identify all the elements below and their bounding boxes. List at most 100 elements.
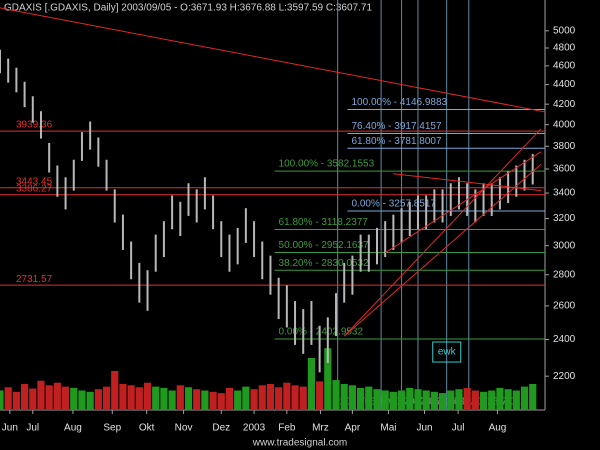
volume-bar bbox=[414, 389, 422, 410]
volume-bar bbox=[86, 391, 94, 410]
volume-bar bbox=[332, 380, 340, 410]
volume-bar bbox=[258, 385, 266, 410]
y-tick-label: 3600 bbox=[553, 164, 576, 175]
volume-bar bbox=[20, 384, 29, 410]
volume-bar bbox=[422, 390, 430, 410]
volume-bar bbox=[70, 387, 78, 410]
volume-bar bbox=[111, 371, 119, 410]
volume-bar bbox=[283, 382, 291, 410]
x-tick-label: Jun bbox=[416, 423, 432, 434]
level-label: 2731.57 bbox=[16, 274, 53, 285]
volume-bar bbox=[348, 385, 357, 410]
y-tick-label: 3400 bbox=[553, 188, 576, 199]
y-tick-label: 2400 bbox=[553, 334, 576, 345]
volume-bar bbox=[152, 386, 160, 410]
volume-bar bbox=[488, 390, 496, 410]
level-label: 3939.36 bbox=[16, 120, 53, 131]
x-tick-label: Dez bbox=[212, 423, 230, 434]
volume-bar bbox=[324, 348, 332, 410]
x-tick-label: Jul bbox=[452, 423, 465, 434]
level-label: 3443.45 bbox=[16, 176, 53, 187]
y-tick-label: 3800 bbox=[553, 141, 576, 152]
volume-bar bbox=[447, 390, 455, 410]
volume-bar bbox=[119, 384, 127, 410]
volume-bar bbox=[94, 389, 102, 410]
volume-bar bbox=[127, 385, 135, 410]
volume-bar bbox=[307, 358, 316, 410]
x-tick-label: 2003 bbox=[243, 423, 266, 434]
fib-label: 61.80% - 3781.8007 bbox=[351, 136, 442, 147]
fib-label: 76.40% - 3917.4157 bbox=[351, 121, 442, 132]
volume-bar bbox=[143, 382, 152, 410]
trend-line bbox=[0, 7, 546, 113]
x-tick-label: Feb bbox=[278, 423, 296, 434]
volume-bar bbox=[225, 387, 234, 410]
annotation-text: ewk bbox=[438, 347, 457, 358]
volume-bar bbox=[0, 390, 4, 410]
trend-line bbox=[393, 173, 541, 192]
volume-bar bbox=[234, 390, 242, 410]
volume-bar bbox=[160, 387, 168, 410]
volume-bar bbox=[61, 386, 70, 410]
x-tick-label: Aug bbox=[489, 423, 507, 434]
fib-label: 0.00% - 3257.8517 bbox=[351, 199, 436, 210]
volume-bar bbox=[242, 386, 250, 410]
volume-bar bbox=[520, 386, 529, 410]
volume-bar bbox=[430, 391, 438, 410]
volume-bar bbox=[299, 386, 307, 410]
volume-bar bbox=[250, 389, 258, 410]
volume-bar bbox=[266, 384, 275, 410]
volume-bar bbox=[168, 390, 176, 410]
volume-bar bbox=[37, 380, 45, 410]
y-tick-label: 2200 bbox=[553, 371, 576, 382]
volume-bar bbox=[201, 390, 209, 410]
volume-bar bbox=[275, 387, 283, 410]
fib-label: 0.00% - 2402.9532 bbox=[279, 327, 364, 338]
fib-label: 38.20% - 2830.0532 bbox=[279, 258, 370, 269]
y-tick-label: 4200 bbox=[553, 99, 576, 110]
x-tick-label: Apr bbox=[345, 423, 361, 434]
fib-label: 50.00% - 2952.1637 bbox=[279, 240, 370, 251]
volume-bar bbox=[479, 391, 488, 410]
volume-bar bbox=[176, 385, 184, 410]
x-tick-label: Mai bbox=[380, 423, 396, 434]
volume-bar bbox=[53, 382, 61, 410]
x-tick-label: Okt bbox=[139, 423, 155, 434]
volume-bar bbox=[455, 389, 463, 410]
level-label: 3386.27 bbox=[16, 183, 53, 194]
x-tick-label: Jun bbox=[2, 423, 18, 434]
volume-bar bbox=[512, 390, 520, 410]
y-tick-label: 4400 bbox=[553, 79, 576, 90]
y-tick-label: 5000 bbox=[553, 25, 576, 36]
y-tick-label: 2600 bbox=[553, 301, 576, 312]
x-tick-label: Nov bbox=[175, 423, 193, 434]
trend-line bbox=[343, 163, 542, 337]
volume-bar bbox=[406, 387, 414, 410]
y-tick-label: 4000 bbox=[553, 119, 576, 130]
volume-bar bbox=[496, 387, 504, 410]
volume-bar bbox=[12, 391, 20, 410]
cycle-label: 2003/03/12 bbox=[340, 397, 390, 408]
fib-label: 100.00% - 4146.9883 bbox=[351, 97, 447, 108]
trend-line bbox=[384, 151, 542, 254]
volume-bar bbox=[438, 393, 447, 410]
volume-bar bbox=[381, 390, 389, 410]
footer: www.tradesignal.com bbox=[252, 438, 347, 449]
fib-label: 100.00% - 3582.1553 bbox=[279, 159, 375, 170]
x-tick-label: Aug bbox=[64, 423, 82, 434]
y-tick-label: 4600 bbox=[553, 61, 576, 72]
volume-bar bbox=[389, 391, 397, 410]
volume-bar bbox=[29, 388, 37, 410]
volume-bar bbox=[463, 387, 471, 410]
annotation-box bbox=[432, 341, 462, 363]
y-tick-label: 3000 bbox=[553, 240, 576, 251]
volume-bar bbox=[209, 391, 217, 410]
volume-bar bbox=[471, 390, 479, 410]
volume-bar bbox=[217, 393, 225, 410]
volume-bar bbox=[373, 389, 381, 410]
volume-bar bbox=[78, 390, 86, 410]
volume-bar bbox=[365, 386, 373, 410]
y-tick-label: 4800 bbox=[553, 43, 576, 54]
